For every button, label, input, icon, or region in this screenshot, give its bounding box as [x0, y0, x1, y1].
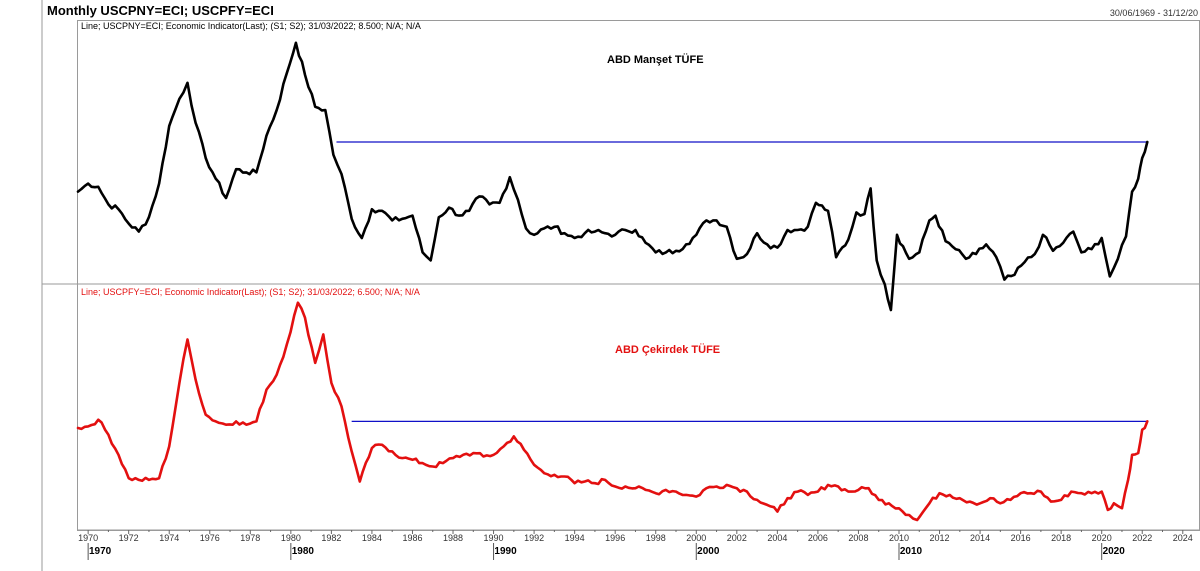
chart-title: Monthly USCPNY=ECI; USCPFY=ECI [47, 3, 274, 18]
x-decade-label: 1990 [494, 546, 517, 557]
x-tick-label: 1980 [281, 533, 301, 543]
x-tick-label: 2008 [848, 533, 868, 543]
x-tick-label: 2022 [1132, 533, 1152, 543]
x-tick-label: 1972 [119, 533, 139, 543]
x-tick-label: 2010 [889, 533, 909, 543]
date-range-label: 30/06/1969 - 31/12/20 [1110, 8, 1198, 18]
x-tick-label: 1986 [402, 533, 422, 543]
x-axis: 1970 1972 1974 1976 1978 1980 1982 1984 1986 1988… [78, 529, 1199, 560]
x-tick-label: 2006 [808, 533, 828, 543]
x-tick-label: 1984 [362, 533, 382, 543]
x-tick-label: 2018 [1051, 533, 1071, 543]
legend-headline: Line; USCPNY=ECI; Economic Indicator(Las… [81, 21, 421, 31]
x-tick-label: 1988 [443, 533, 463, 543]
series-line-core [76, 301, 1149, 522]
x-tick-label: 1976 [200, 533, 220, 543]
series-line-headline [76, 41, 1149, 312]
annotation-core: ABD Çekirdek TÜFE [615, 343, 720, 356]
legend-core: Line; USCPFY=ECI; Economic Indicator(Las… [81, 287, 420, 297]
x-tick-label: 1990 [484, 533, 504, 543]
x-tick-label: 2016 [1011, 533, 1031, 543]
x-tick-label: 1978 [240, 533, 260, 543]
x-decade-label: 2010 [900, 546, 923, 557]
x-decade-label: 1980 [292, 546, 315, 557]
x-tick-label: 1970 [78, 533, 98, 543]
x-tick-label: 1992 [524, 533, 544, 543]
annotation-headline: ABD Manşet TÜFE [607, 53, 704, 66]
x-tick-label: 1994 [565, 533, 585, 543]
plot-area-frame [77, 20, 1200, 531]
x-tick-label: 2002 [727, 533, 747, 543]
x-tick-label: 2000 [686, 533, 706, 543]
x-decade-label: 1970 [89, 546, 112, 557]
x-tick-label: 2024 [1173, 533, 1193, 543]
x-tick-label: 2012 [930, 533, 950, 543]
x-decade-label: 2000 [697, 546, 720, 557]
x-tick-label: 1982 [321, 533, 341, 543]
x-tick-label: 1998 [646, 533, 666, 543]
x-decade-label: 2020 [1103, 546, 1126, 557]
x-tick-label: 1996 [605, 533, 625, 543]
x-tick-label: 2014 [970, 533, 990, 543]
x-tick-label: 2004 [767, 533, 787, 543]
x-tick-label: 2020 [1092, 533, 1112, 543]
x-tick-label: 1974 [159, 533, 179, 543]
